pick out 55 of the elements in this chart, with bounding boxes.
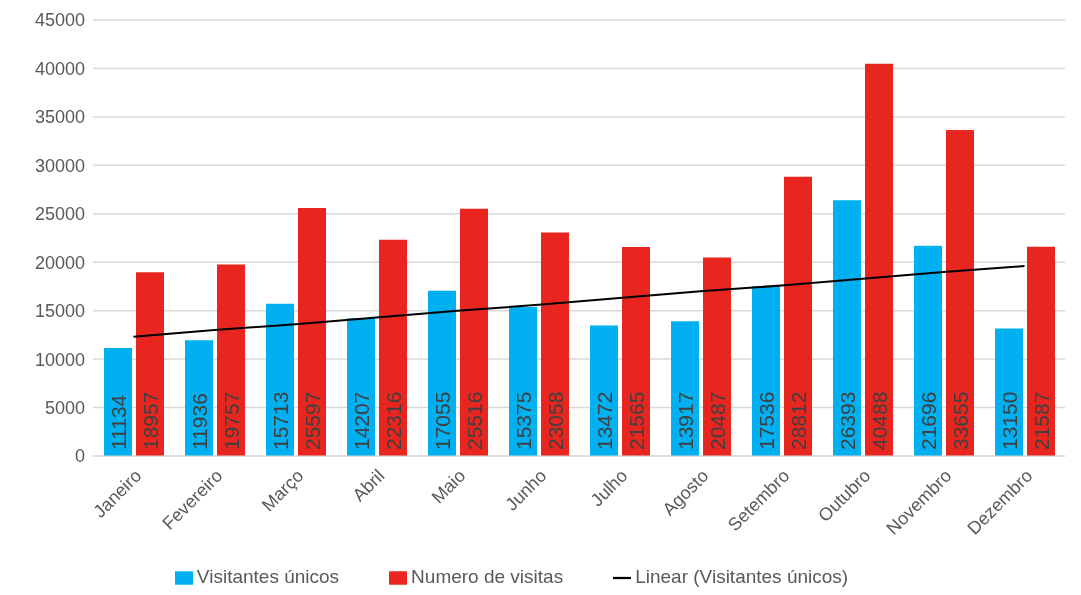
data-label: 21696	[916, 391, 940, 450]
data-label: 11936	[187, 393, 211, 450]
data-label: 26393	[835, 391, 859, 450]
bar	[217, 264, 245, 456]
data-label: 18957	[138, 391, 162, 450]
data-label: 17055	[430, 391, 454, 450]
data-label: 13150	[997, 391, 1021, 450]
data-label: 21587	[1029, 391, 1053, 450]
data-label: 40488	[867, 391, 891, 450]
data-label: 19757	[219, 391, 243, 450]
bar	[509, 307, 537, 456]
bar	[541, 232, 569, 456]
data-label: 28812	[786, 391, 810, 450]
y-tick-label: 25000	[34, 204, 85, 225]
bar	[671, 321, 699, 456]
legend-label: Visitantes únicos	[196, 566, 340, 587]
data-label: 11134	[106, 394, 130, 450]
data-label: 22316	[381, 391, 405, 450]
y-tick-label: 30000	[34, 155, 85, 176]
data-label: 25597	[300, 391, 324, 450]
bar	[833, 200, 861, 456]
data-label: 13472	[592, 391, 616, 450]
bar	[946, 129, 974, 456]
y-tick-label: 20000	[34, 252, 85, 273]
bar	[379, 239, 407, 456]
y-tick-label: 35000	[34, 107, 85, 128]
data-label: 33655	[948, 391, 972, 450]
legend-label: Linear (Visitantes únicos)	[635, 566, 849, 587]
bar	[865, 63, 893, 456]
line-series	[132, 265, 1026, 338]
y-tick-label: 0	[74, 446, 85, 467]
y-tick-label: 10000	[34, 349, 85, 370]
data-label: 14207	[349, 391, 373, 450]
y-tick-label: 45000	[34, 10, 85, 31]
bar	[784, 176, 812, 456]
bar	[752, 286, 780, 456]
y-tick-label: 15000	[34, 301, 85, 322]
bar	[622, 247, 650, 456]
bar	[136, 272, 164, 456]
data-label: 23058	[543, 391, 567, 450]
legend-label: Numero de visitas	[411, 566, 564, 587]
data-label: 21565	[624, 391, 648, 450]
bar	[914, 245, 942, 456]
bar	[298, 207, 326, 456]
data-label: 17536	[754, 391, 778, 450]
bar	[703, 257, 731, 456]
y-tick-label: 40000	[34, 58, 85, 79]
bar	[1027, 246, 1055, 456]
bar	[460, 208, 488, 456]
data-label: 15375	[511, 391, 535, 450]
data-label: 25516	[462, 391, 486, 450]
data-label: 20487	[705, 391, 729, 450]
data-label: 15713	[268, 391, 292, 450]
y-tick-label: 5000	[44, 397, 85, 418]
data-label: 13917	[673, 391, 697, 450]
